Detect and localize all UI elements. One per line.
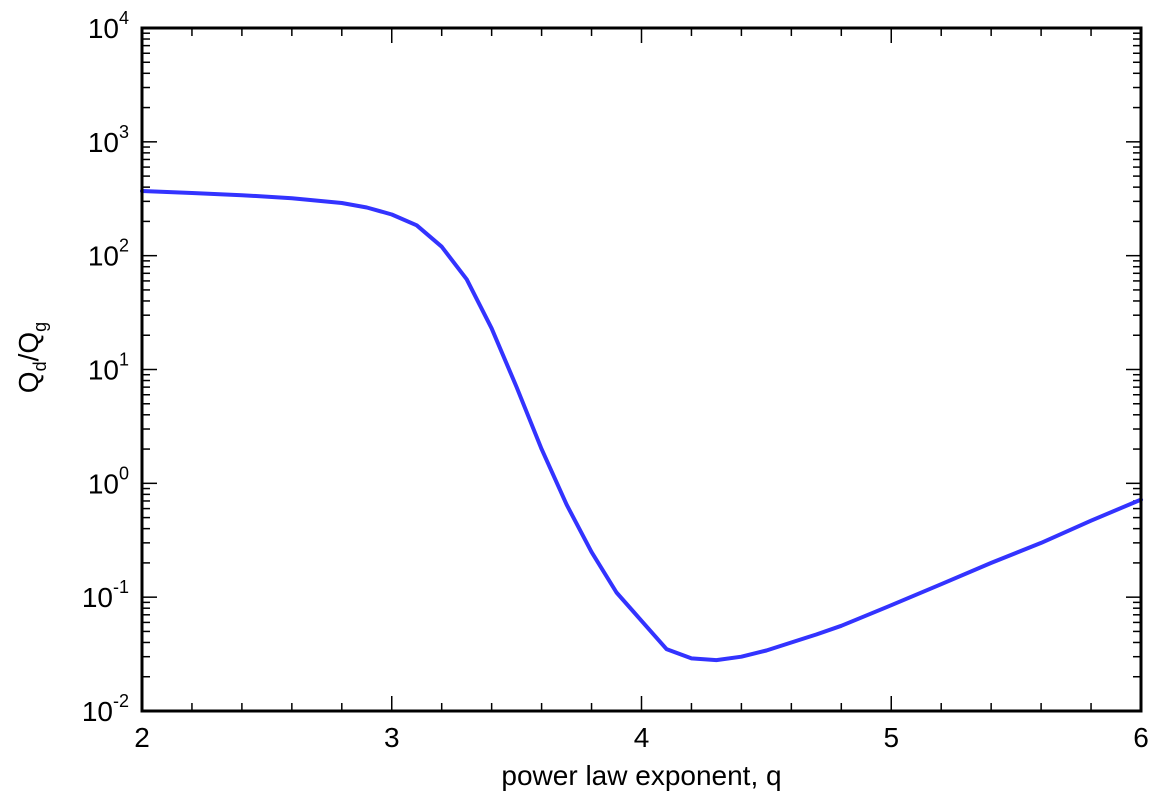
axis-ticks bbox=[141, 27, 1142, 712]
x-tick-label: 2 bbox=[134, 722, 150, 753]
y-axis-title: Qd/Qg bbox=[13, 322, 50, 393]
y-tick-label: 10-1 bbox=[82, 577, 129, 613]
x-tick-label: 6 bbox=[1133, 722, 1149, 753]
y-tick-label: 103 bbox=[88, 122, 129, 158]
x-axis-title: power law exponent, q bbox=[501, 760, 781, 791]
y-tick-label: 101 bbox=[88, 350, 129, 386]
series-layer bbox=[140, 189, 1143, 663]
tick-labels: 2 3 4 5 6 10-2 10-1 100 101 102 103 104 bbox=[82, 8, 1149, 753]
plot-frame bbox=[140, 26, 1143, 713]
y-tick-label: 104 bbox=[88, 8, 129, 44]
x-tick-label: 4 bbox=[634, 722, 650, 753]
series-line bbox=[140, 189, 1143, 663]
axes bbox=[140, 26, 1143, 713]
y-tick-label: 102 bbox=[88, 236, 129, 272]
x-tick-label: 3 bbox=[384, 722, 400, 753]
x-tick-label: 5 bbox=[883, 722, 899, 753]
y-tick-label: 10-2 bbox=[82, 691, 129, 727]
y-tick-label: 100 bbox=[88, 463, 129, 499]
